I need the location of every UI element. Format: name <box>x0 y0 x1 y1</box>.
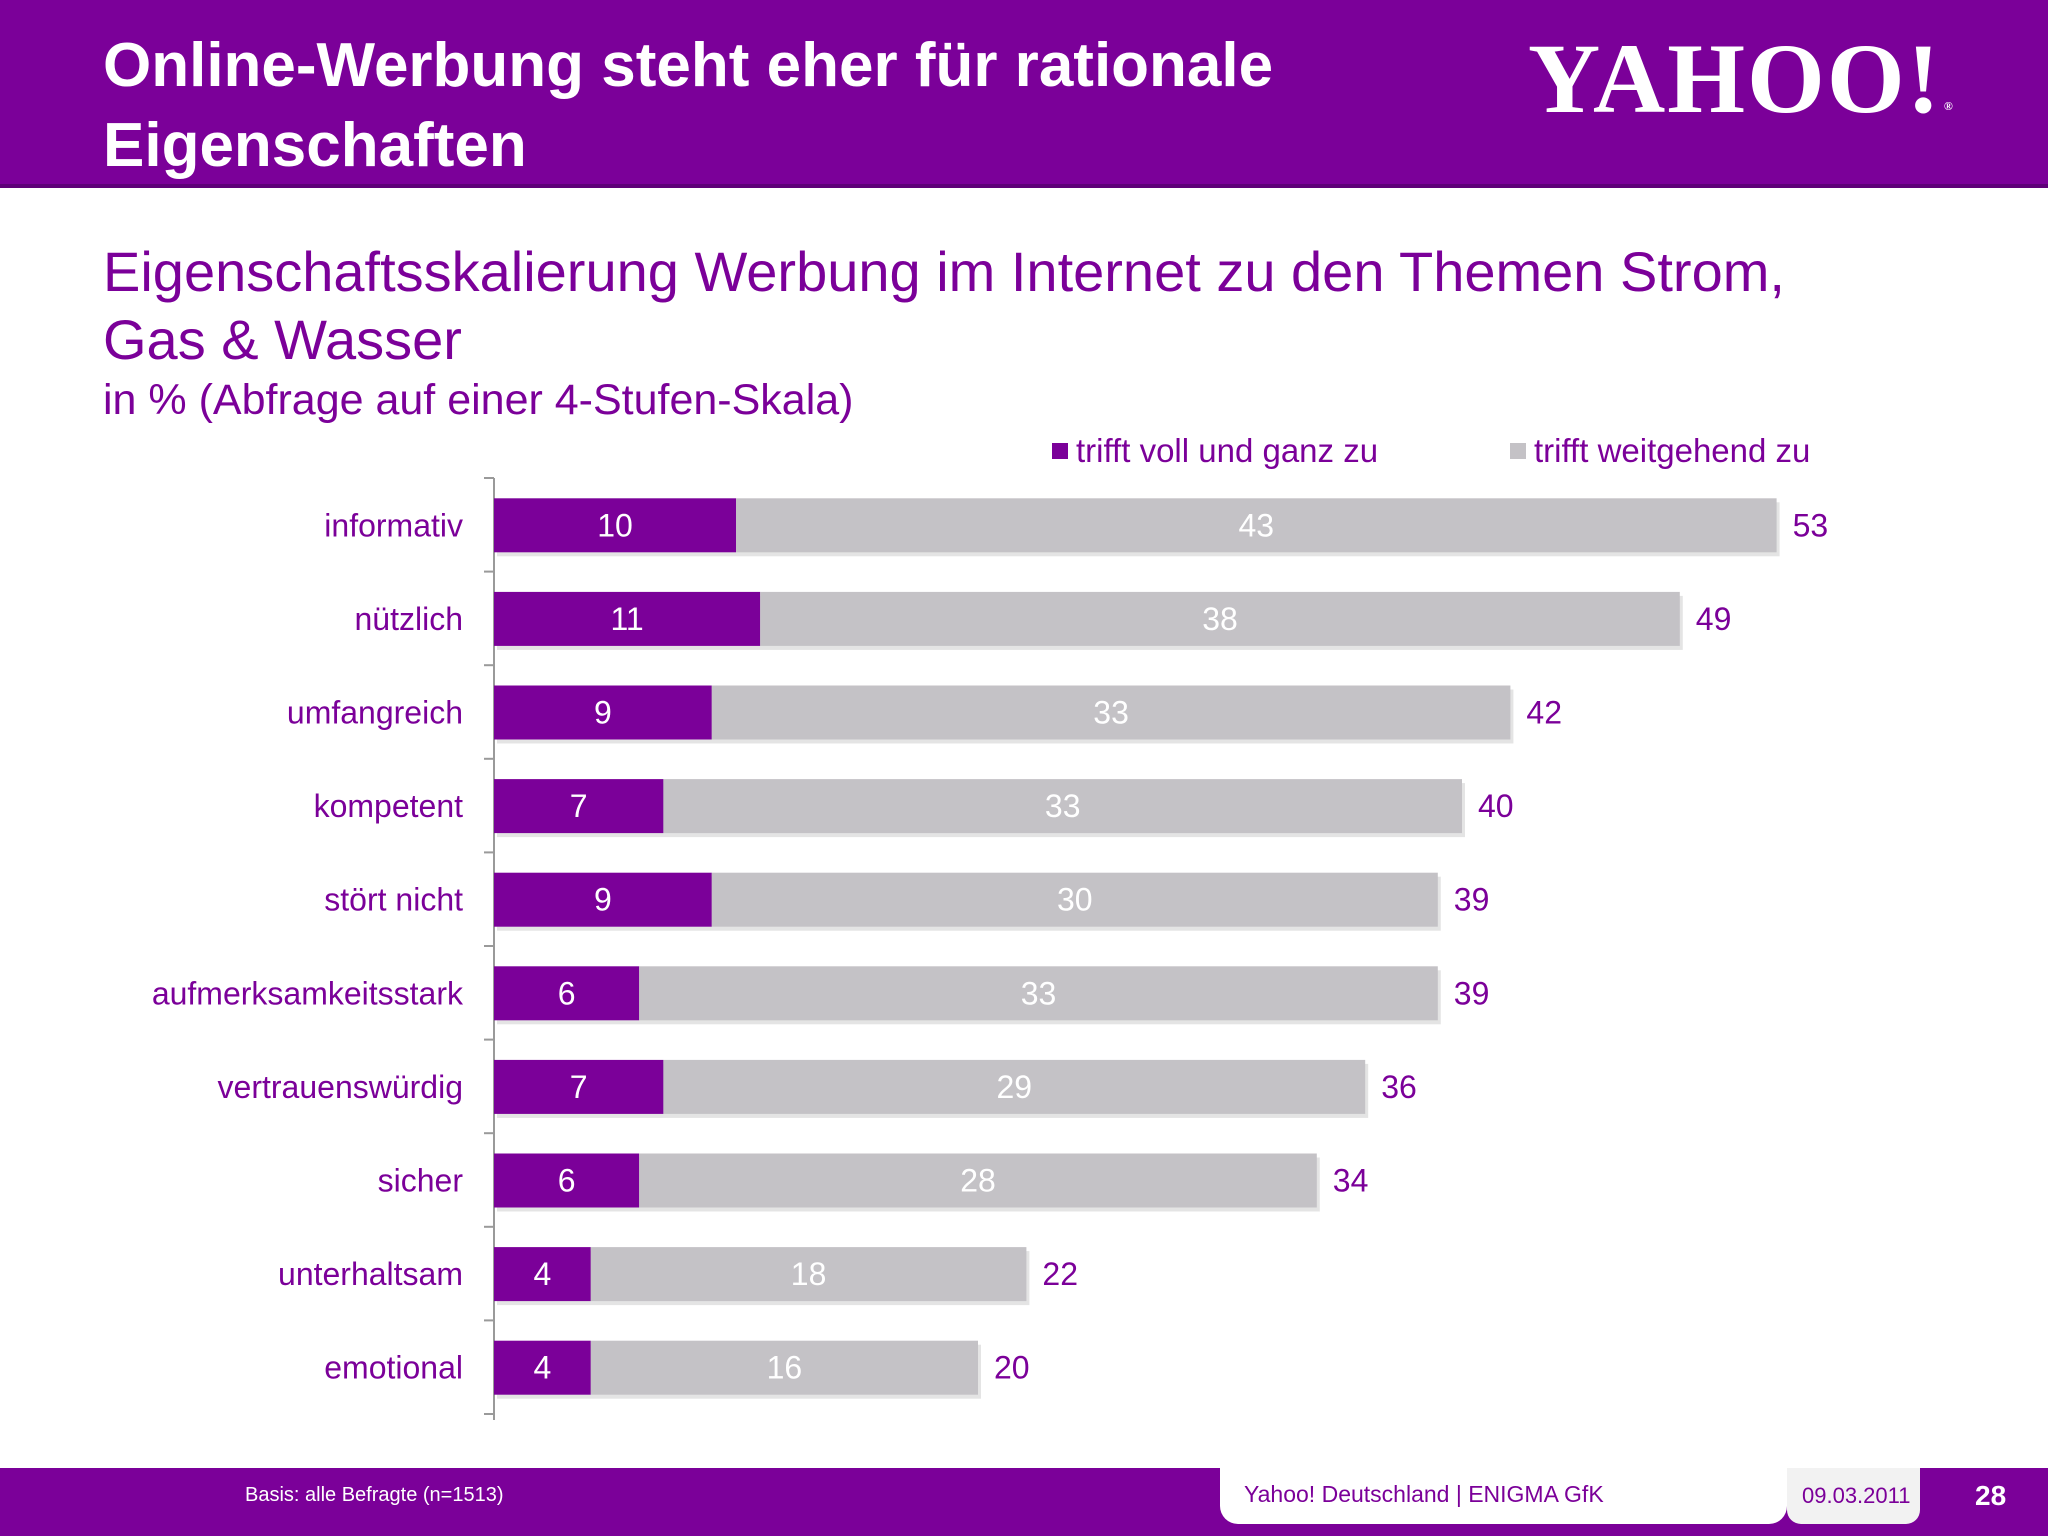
header-banner: Online-Werbung steht eher für rationale … <box>0 0 2048 188</box>
category-label: stört nicht <box>324 882 463 918</box>
total-label: 40 <box>1478 788 1514 824</box>
bar-segment-series-1 <box>494 685 712 740</box>
bar-segment-series-2 <box>663 779 1462 834</box>
data-label-series-1: 9 <box>594 695 612 731</box>
logo-text: YAHOO! <box>1528 23 1942 134</box>
bar-segment-series-1 <box>494 1340 591 1395</box>
page-number: 28 <box>1975 1480 2007 1511</box>
data-label-series-1: 7 <box>570 788 588 824</box>
total-label: 49 <box>1696 601 1732 637</box>
bar-segment-series-2 <box>760 591 1680 646</box>
data-label-series-2: 18 <box>791 1256 827 1292</box>
legend-label-series-1: trifft voll und ganz zu <box>1076 432 1379 469</box>
bar-segment-series-2 <box>590 1340 978 1395</box>
total-label: 34 <box>1333 1163 1369 1199</box>
total-label: 39 <box>1454 975 1490 1011</box>
legend-item-series-2: trifft weitgehend zu <box>1510 426 1810 476</box>
bar-segment-series-1 <box>494 1059 664 1114</box>
data-label-series-1: 11 <box>610 601 643 637</box>
legend-label-series-2: trifft weitgehend zu <box>1534 432 1811 469</box>
chart-subtitle: Eigenschaftsskalierung Werbung im Intern… <box>103 240 1785 371</box>
footer-company-box <box>1220 1468 1787 1524</box>
data-label-series-2: 43 <box>1239 507 1275 543</box>
bar-segment-series-2 <box>736 498 1777 553</box>
footer-basis: Basis: alle Befragte (n=1513) <box>245 1484 504 1506</box>
total-label: 39 <box>1454 882 1490 918</box>
data-label-series-2: 33 <box>1045 788 1081 824</box>
bar-segment-series-2 <box>590 1247 1027 1302</box>
data-label-series-2: 33 <box>1093 695 1129 731</box>
bar-segment-series-1 <box>494 498 736 553</box>
bar-segment-series-2 <box>639 1153 1317 1208</box>
bar-segment-series-1 <box>494 872 712 927</box>
page-title: Online-Werbung steht eher für rationale … <box>103 31 1274 180</box>
data-label-series-1: 10 <box>597 507 633 543</box>
total-label: 22 <box>1042 1256 1078 1292</box>
total-label: 42 <box>1526 695 1562 731</box>
bar-segment-series-1 <box>494 1247 591 1302</box>
data-label-series-2: 29 <box>997 1069 1033 1105</box>
data-label-series-1: 4 <box>534 1256 552 1292</box>
bar-segment-series-1 <box>494 591 761 646</box>
data-label-series-1: 6 <box>558 975 576 1011</box>
legend-swatch-series-2 <box>1510 443 1526 459</box>
legend-swatch-series-1 <box>1052 443 1068 459</box>
legend-item-series-1: trifft voll und ganz zu <box>1052 426 1378 476</box>
bar-segment-series-1 <box>494 1153 640 1208</box>
category-label: aufmerksamkeitsstark <box>152 975 464 1011</box>
logo-registered-mark: ® <box>1943 99 1955 113</box>
total-label: 20 <box>994 1350 1030 1386</box>
bar-segment-series-1 <box>494 779 664 834</box>
bar-segment-series-2 <box>711 685 1511 740</box>
bar-segment-series-2 <box>711 872 1438 927</box>
data-label-series-2: 16 <box>767 1350 803 1386</box>
data-label-series-1: 4 <box>534 1350 552 1386</box>
category-label: unterhaltsam <box>278 1256 463 1292</box>
footer-date: 09.03.2011 <box>1802 1483 1911 1508</box>
category-label: nützlich <box>355 601 464 637</box>
footer-company: Yahoo! Deutschland | ENIGMA GfK <box>1244 1481 1604 1507</box>
bar-segment-series-2 <box>639 966 1438 1021</box>
category-label: emotional <box>324 1350 463 1386</box>
category-label: kompetent <box>314 788 464 824</box>
data-label-series-1: 9 <box>594 882 612 918</box>
category-label: vertrauenswürdig <box>218 1069 463 1105</box>
chart-unit-note: in % (Abfrage auf einer 4-Stufen-Skala) <box>103 376 854 424</box>
total-label: 53 <box>1793 507 1829 543</box>
footer-date-box <box>1787 1468 1920 1524</box>
data-label-series-1: 6 <box>558 1163 576 1199</box>
data-label-series-2: 38 <box>1202 601 1238 637</box>
bar-segment-series-2 <box>663 1059 1366 1114</box>
yahoo-logo: YAHOO! ® <box>1528 24 1988 134</box>
category-label: sicher <box>378 1163 464 1199</box>
data-label-series-2: 28 <box>960 1163 996 1199</box>
data-label-series-1: 7 <box>570 1069 588 1105</box>
category-label: informativ <box>324 507 463 543</box>
bar-segment-series-1 <box>494 966 640 1021</box>
category-label: umfangreich <box>287 695 463 731</box>
total-label: 36 <box>1381 1069 1417 1105</box>
data-label-series-2: 30 <box>1057 882 1093 918</box>
data-label-series-2: 33 <box>1021 975 1057 1011</box>
